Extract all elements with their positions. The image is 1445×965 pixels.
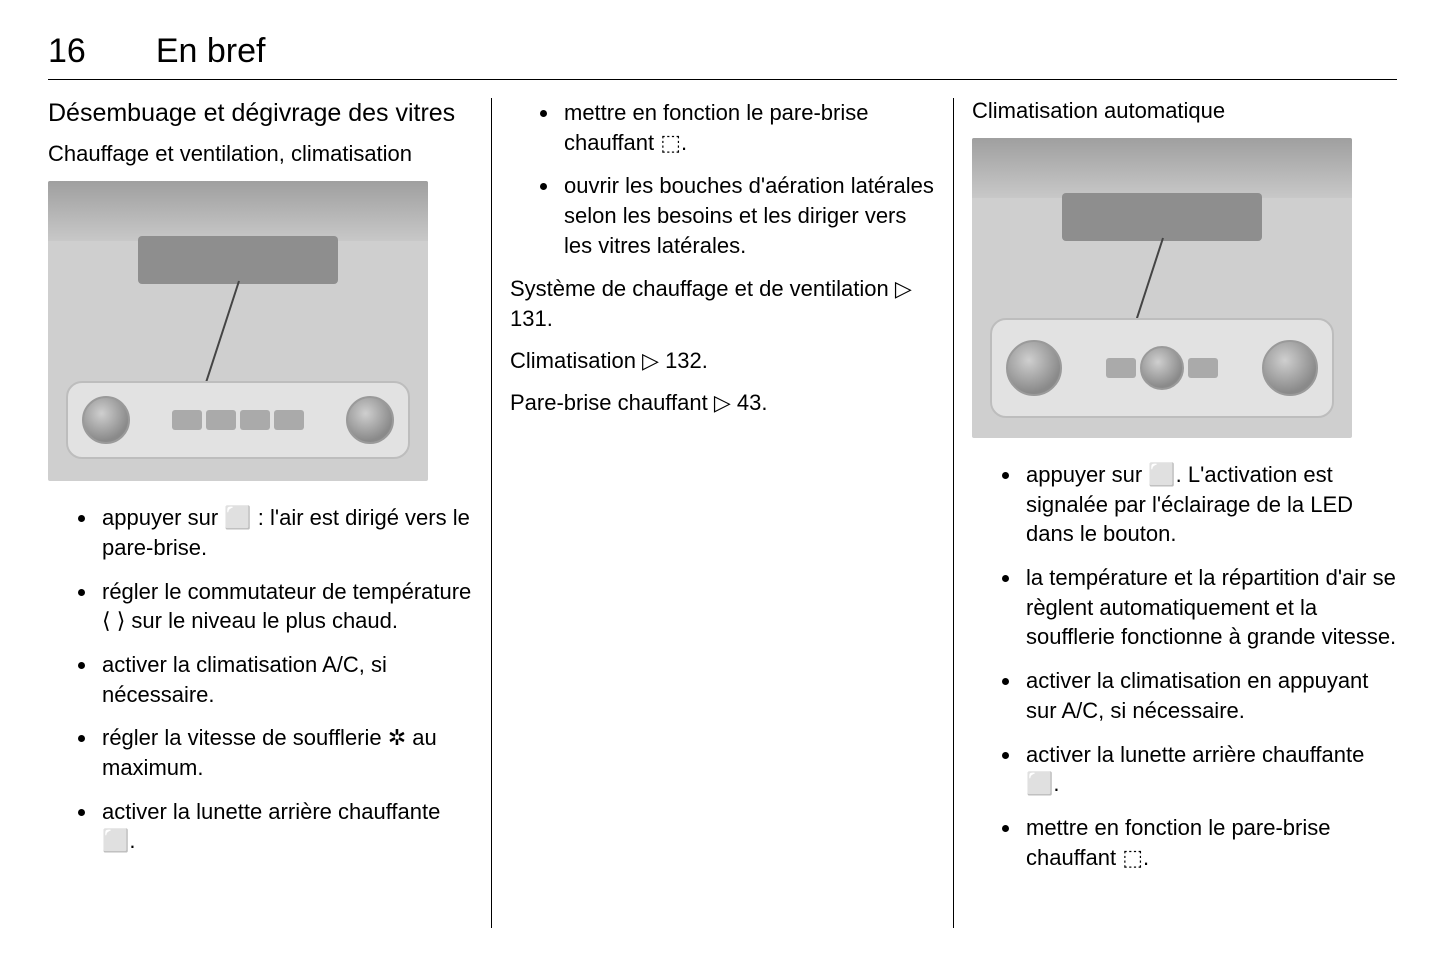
- illustration-button: [240, 410, 270, 430]
- center-fan-dial-icon: [1140, 346, 1184, 390]
- bullet-list-col2-top: mettre en fonction le pare-brise chauffa…: [510, 98, 935, 260]
- list-item: appuyer sur ⬜ : l'air est dirigé vers le…: [98, 503, 473, 562]
- list-item: régler la vitesse de soufflerie ✲ au max…: [98, 723, 473, 782]
- section-subheading-heating-ventilation: Chauffage et ventilation, climatisation: [48, 141, 473, 167]
- paragraph-ref-heating: Système de chauffage et de ventilation ▷…: [510, 274, 935, 333]
- right-temp-dial-icon: [1262, 340, 1318, 396]
- list-item: mettre en fonction le pare-brise chauffa…: [560, 98, 935, 157]
- illustration-button: [206, 410, 236, 430]
- illustration-upper-panel: [138, 236, 338, 284]
- paragraph-ref-climate: Climatisation ▷ 132.: [510, 346, 935, 376]
- list-item: ouvrir les bouches d'aération latérales …: [560, 171, 935, 260]
- list-item: activer la lunette arrière chauffante ⬜.: [98, 797, 473, 856]
- illustration-upper-panel: [1062, 193, 1262, 241]
- list-item: activer la climatisation en appuyant sur…: [1022, 666, 1397, 725]
- dashboard-illustration-auto: [972, 138, 1352, 438]
- bullet-list-col3: appuyer sur ⬜. L'activation est signalée…: [972, 460, 1397, 872]
- list-item: activer la climatisation A/C, si nécessa…: [98, 650, 473, 709]
- left-temp-dial-icon: [1006, 340, 1062, 396]
- illustration-shadow: [972, 138, 1352, 198]
- page-number: 16: [48, 32, 86, 71]
- illustration-button-cluster: [140, 410, 336, 430]
- list-item: mettre en fonction le pare-brise chauffa…: [1022, 813, 1397, 872]
- illustration-shadow: [48, 181, 428, 241]
- page-header: 16 En bref: [48, 32, 1397, 80]
- section-heading-defog: Désembuage et dégivrage des vitres: [48, 98, 473, 129]
- dashboard-illustration-basic: [48, 181, 428, 481]
- list-item: appuyer sur ⬜. L'activation est signalée…: [1022, 460, 1397, 549]
- page: 16 En bref Désembuage et dégivrage des v…: [0, 0, 1445, 965]
- content-columns: Désembuage et dégivrage des vitres Chauf…: [48, 98, 1397, 928]
- illustration-button-cluster: [1072, 346, 1252, 390]
- list-item: la température et la répartition d'air s…: [1022, 563, 1397, 652]
- illustration-button: [274, 410, 304, 430]
- list-item: régler le commutateur de température ⟨ ⟩…: [98, 577, 473, 636]
- illustration-button: [1106, 358, 1136, 378]
- chapter-title: En bref: [156, 32, 266, 71]
- fan-dial-icon: [346, 396, 394, 444]
- illustration-button: [1188, 358, 1218, 378]
- temperature-dial-icon: [82, 396, 130, 444]
- bullet-list-col1: appuyer sur ⬜ : l'air est dirigé vers le…: [48, 503, 473, 856]
- section-heading-auto-climate: Climatisation automatique: [972, 98, 1397, 124]
- column-1: Désembuage et dégivrage des vitres Chauf…: [48, 98, 491, 928]
- illustration-button: [172, 410, 202, 430]
- column-2: mettre en fonction le pare-brise chauffa…: [492, 98, 953, 928]
- illustration-lower-panel: [990, 318, 1334, 418]
- list-item: activer la lunette arrière chauffante ⬜.: [1022, 740, 1397, 799]
- illustration-lower-panel: [66, 381, 410, 459]
- column-3: Climatisation automatique appuyer sur ⬜.: [954, 98, 1397, 928]
- paragraph-ref-windshield: Pare-brise chauffant ▷ 43.: [510, 388, 935, 418]
